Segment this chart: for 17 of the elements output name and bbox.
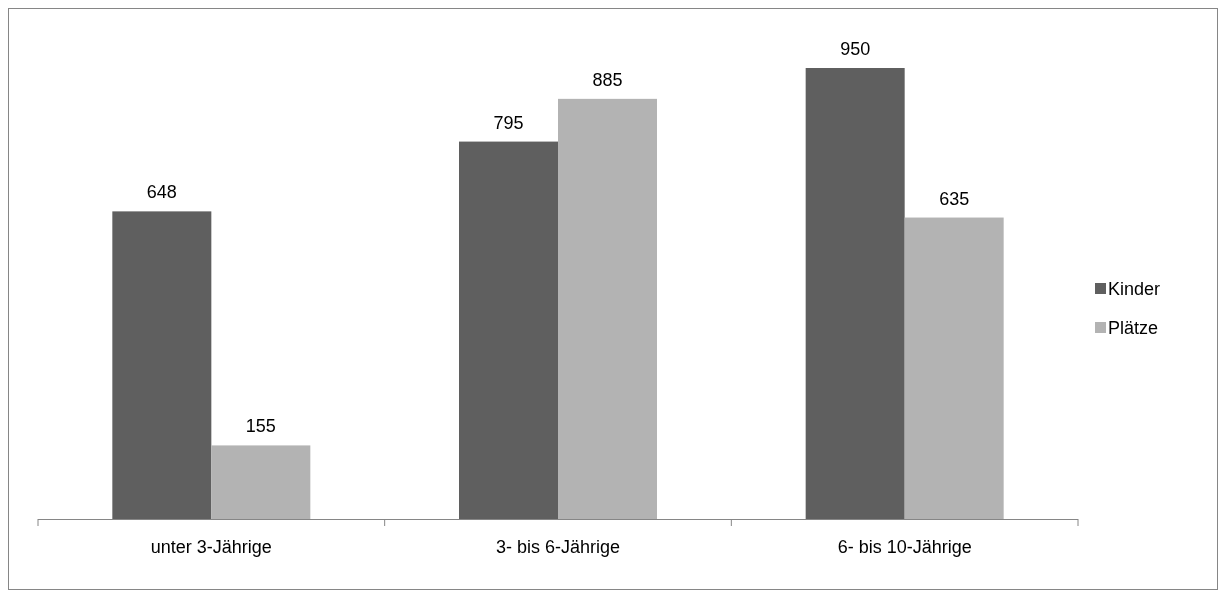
bar [558, 98, 657, 519]
data-label: 155 [245, 416, 276, 437]
bar [211, 445, 311, 519]
x-tick-label: 3- bis 6-Jährige [495, 537, 621, 557]
bar [904, 217, 1004, 519]
x-tick-label: 6- bis 10-Jährige [837, 537, 972, 557]
legend-label: Kinder [1108, 279, 1161, 299]
bar [805, 68, 905, 519]
data-label: 795 [493, 112, 524, 133]
data-label: 950 [840, 39, 871, 59]
data-label: 885 [592, 69, 623, 90]
data-label: 648 [146, 182, 177, 203]
legend-label: Plätze [1108, 318, 1159, 338]
bar [459, 141, 558, 519]
bar [112, 211, 212, 519]
data-label: 635 [939, 188, 970, 209]
x-tick-label: unter 3-Jährige [150, 537, 272, 557]
